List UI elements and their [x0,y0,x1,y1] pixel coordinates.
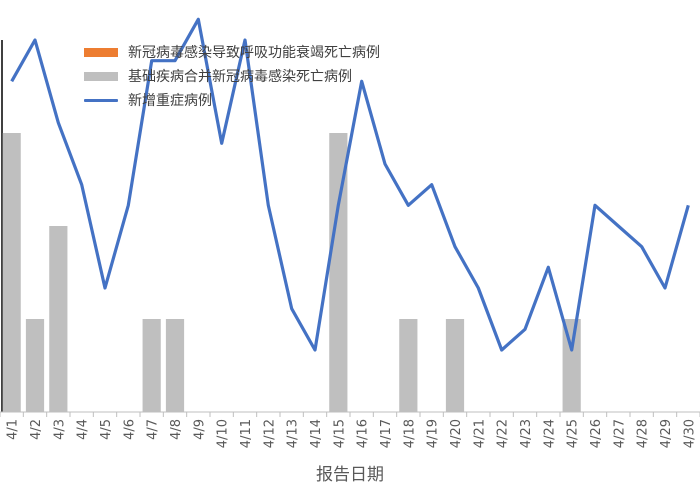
legend-item-new-severe-cases: 新增重症病例 [84,88,380,112]
x-tick-label: 4/5 [99,419,114,440]
bar-4/25 [562,319,581,412]
x-tick-label: 4/28 [636,419,651,448]
x-tick-label: 4/8 [169,419,184,440]
x-tick-label: 4/30 [682,419,697,448]
x-tick-label: 4/3 [52,419,67,440]
x-tick-label: 4/19 [426,419,441,448]
x-tick-label: 4/27 [612,419,627,448]
x-tick-label: 4/7 [146,419,161,440]
bar-4/8 [165,319,185,412]
legend-label: 基础疾病合并新冠病毒感染死亡病例 [128,69,352,85]
x-tick-label: 4/22 [496,419,511,448]
x-tick-label: 4/12 [262,419,277,448]
x-tick-label: 4/29 [659,419,674,448]
legend: 新冠病毒感染导致呼吸功能衰竭死亡病例 基础疾病合并新冠病毒感染死亡病例 新增重症… [84,40,380,112]
x-tick-label: 4/9 [192,419,207,440]
x-tick-label: 4/6 [122,419,137,440]
x-tick-label: 4/13 [286,419,301,448]
legend-label: 新冠病毒感染导致呼吸功能衰竭死亡病例 [128,45,380,61]
x-tick-label: 4/21 [472,419,487,448]
x-tick-label: 4/18 [402,419,417,448]
x-tick-label: 4/10 [216,419,231,448]
x-tick-label: 4/23 [519,419,534,448]
x-axis-title: 报告日期 [316,465,384,485]
bar-4/7 [142,319,161,412]
legend-swatch-orange [84,47,118,57]
legend-swatch-blue [84,98,118,102]
x-tick-label: 4/14 [309,419,324,448]
bar-4/2 [25,319,45,412]
x-tick-label: 4/2 [29,419,44,440]
bar-4/3 [49,226,68,412]
x-tick-label: 4/1 [6,419,21,440]
legend-item-respiratory-failure-deaths: 新冠病毒感染导致呼吸功能衰竭死亡病例 [84,40,380,64]
x-tick-label: 4/4 [76,419,91,440]
bar-4/18 [399,319,418,412]
legend-label: 新增重症病例 [128,93,212,109]
x-tick-label: 4/11 [239,419,254,448]
legend-item-underlying-disease-deaths: 基础疾病合并新冠病毒感染死亡病例 [84,64,380,88]
bar-4/1 [2,133,21,412]
x-tick-label: 4/20 [449,419,464,448]
x-tick-label-group: 4/1 4/2 4/3 4/4 4/5 4/6 4/7 4/8 4/9 4/10 4/11 4/12 4… [6,419,698,448]
x-tick-label: 4/17 [379,419,394,448]
x-tick-label: 4/25 [566,419,581,448]
x-tick-label: 4/16 [356,419,371,448]
x-tick-label: 4/24 [542,419,557,448]
bar-series-group [2,133,581,412]
legend-swatch-gray [84,71,118,81]
bar-4/20 [445,319,465,412]
line-series-new-severe-cases [10,17,690,352]
x-tick-group [0,412,700,417]
bar-4/15 [329,133,348,412]
x-tick-label: 4/15 [332,419,347,448]
x-tick-label: 4/26 [589,419,604,448]
